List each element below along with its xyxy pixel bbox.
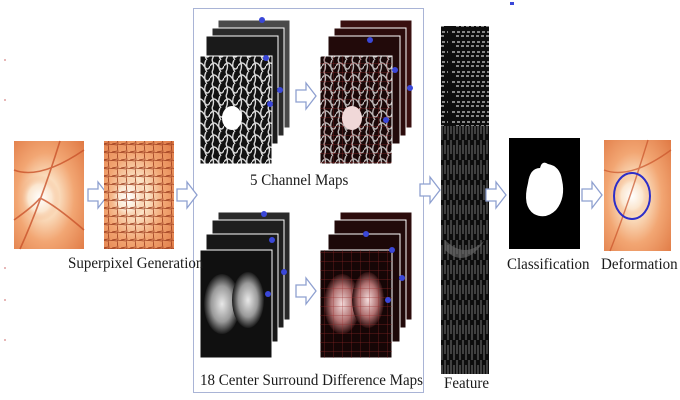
feature-vector-image [441,26,489,374]
arrow-to-channel-maps [176,180,198,210]
fundus-image [13,140,85,250]
csd-maps-label: 18 Center Surround Difference Maps [200,372,423,390]
arrow-to-classification [485,180,507,210]
deformation-result-image [603,139,672,252]
arrow-to-feature [419,175,441,205]
channel-maps-label: 5 Channel Maps [250,172,349,190]
superpixel-image [104,141,174,249]
csd-maps-red-stack [319,211,413,359]
arrow-csd-to-red [295,276,317,306]
feature-label: Feature [444,375,489,393]
arrow-to-superpixel [87,180,109,210]
classification-mask [509,138,580,249]
arrow-to-deformation [581,180,603,210]
csd-maps-gray-stack [199,211,291,359]
channel-maps-gray-stack [199,17,291,165]
channel-maps-red-stack [319,19,413,165]
scan-artifact-dots [4,2,514,341]
superpixel-label: Superpixel Generation [68,255,204,273]
arrow-channel-to-red [295,81,317,111]
deformation-label: Deformation [601,256,678,274]
classification-label: Classification [507,256,590,274]
